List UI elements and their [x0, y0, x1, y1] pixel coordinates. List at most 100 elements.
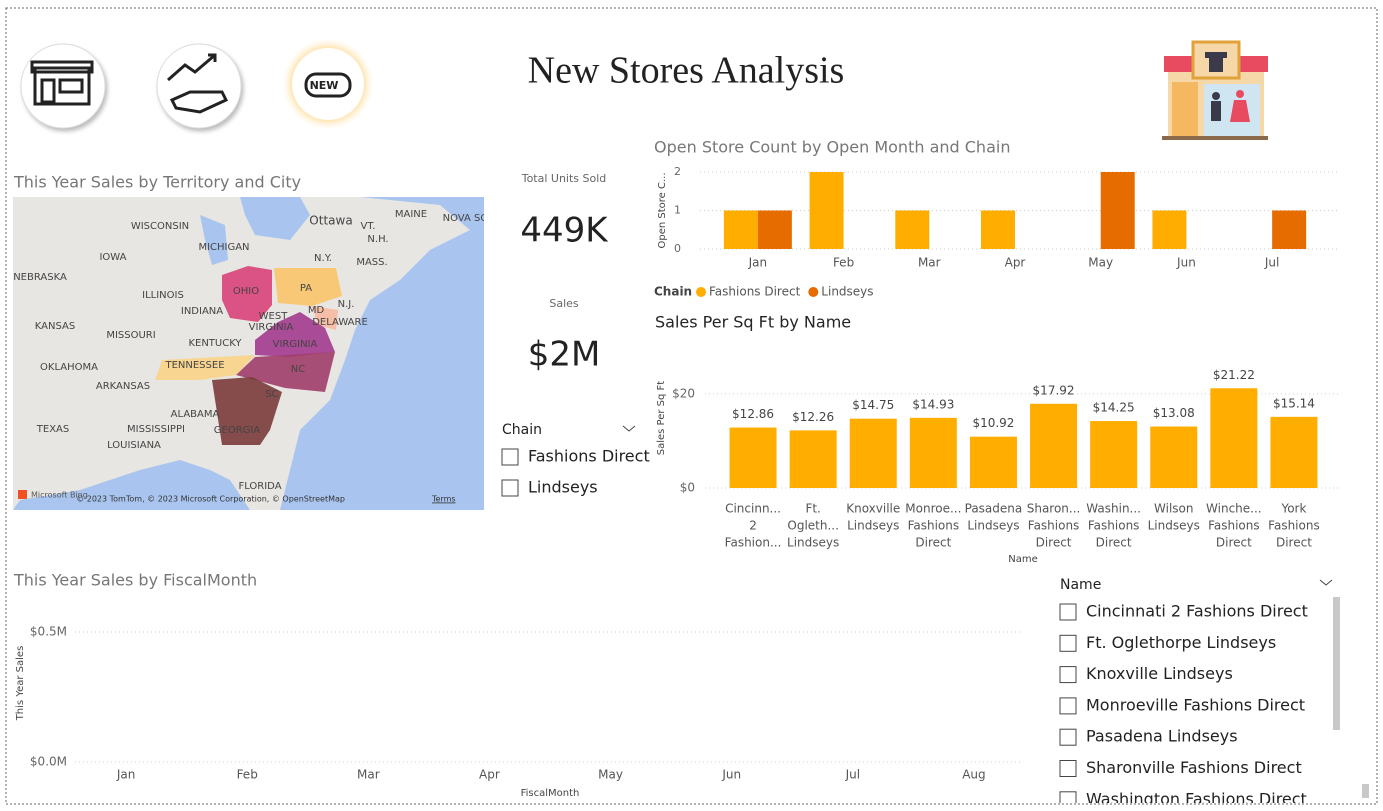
- map-label: VT.: [361, 221, 376, 232]
- data-label: $14.93: [912, 397, 954, 411]
- y-axis-label: Sales Per Sq Ft: [656, 381, 667, 456]
- map-label: TEXAS: [36, 424, 69, 435]
- nav-button[interactable]: [20, 43, 106, 129]
- map-label: SC: [265, 389, 278, 400]
- y-tick-label: $20: [672, 387, 695, 401]
- slicer-option: Lindseys: [528, 478, 598, 497]
- slicer: Fashions Direct Lindseys: [501, 447, 650, 497]
- nav-button[interactable]: NEW: [282, 38, 374, 130]
- map-label: VIRGINIA: [249, 322, 294, 333]
- checkbox[interactable]: [501, 479, 519, 497]
- map-label: FLORIDA: [238, 481, 281, 492]
- x-tick-label: Lindseys: [787, 536, 839, 550]
- x-tick-label: Lindseys: [1148, 519, 1200, 533]
- slicer-title: Chain: [502, 422, 542, 438]
- bar: [809, 172, 844, 249]
- slicer-option: Pasadena Lindseys: [1086, 727, 1238, 746]
- x-tick-label: Jun: [721, 768, 741, 782]
- map-label: NC: [291, 364, 305, 375]
- legend-label: Fashions Direct: [709, 285, 801, 299]
- data-label: $17.92: [1033, 383, 1075, 397]
- x-tick-label: Mar: [357, 768, 380, 782]
- legend-label: Lindseys: [821, 285, 873, 299]
- x-tick-label: Lindseys: [967, 519, 1019, 533]
- slicer-option: Sharonville Fashions Direct: [1086, 758, 1302, 777]
- data-label: $14.25: [1093, 401, 1135, 415]
- card-label: Sales: [549, 297, 579, 310]
- y-axis-label: Open Store C...: [657, 172, 668, 248]
- checkbox[interactable]: [1059, 791, 1077, 808]
- map-label: KENTUCKY: [188, 338, 242, 349]
- x-tick-label: Jul: [845, 768, 860, 782]
- x-tick-label: Fashions: [1208, 519, 1260, 533]
- bar: [1090, 421, 1138, 488]
- legend-title: Chain: [654, 285, 692, 299]
- bar: [723, 210, 758, 249]
- data-label: $10.92: [972, 416, 1014, 430]
- map-label: MISSOURI: [106, 330, 155, 341]
- map-label: N.J.: [338, 299, 355, 310]
- map-label: WEST: [259, 311, 289, 322]
- x-tick-label: 2: [749, 519, 757, 533]
- x-tick-label: Fashions: [1088, 519, 1140, 533]
- x-tick-label: Mar: [918, 256, 941, 270]
- y-tick-label: $0.0M: [30, 755, 67, 769]
- card-label: Total Units Sold: [521, 172, 607, 185]
- legend-swatch: [808, 287, 819, 297]
- map-label: PA: [300, 283, 312, 294]
- bar: [1030, 403, 1078, 488]
- x-tick-label: Cincinn...: [725, 502, 781, 516]
- map-label: KANSAS: [35, 321, 75, 332]
- nav-button[interactable]: [156, 43, 242, 129]
- x-tick-label: Ogleth...: [787, 519, 839, 533]
- checkbox[interactable]: [1059, 697, 1077, 715]
- checkbox[interactable]: [1059, 728, 1077, 746]
- x-tick-label: Pasadena: [965, 502, 1023, 516]
- checkbox[interactable]: [1059, 666, 1077, 684]
- chart-title: Sales Per Sq Ft by Name: [655, 313, 851, 332]
- data-label: $14.75: [852, 398, 894, 412]
- x-tick-label: Knoxville: [846, 502, 900, 516]
- map-terms[interactable]: Terms: [431, 495, 456, 504]
- x-tick-label: Fashions: [908, 519, 960, 533]
- chart-title: This Year Sales by FiscalMonth: [13, 571, 257, 590]
- x-tick-label: Jan: [116, 768, 136, 782]
- bar: [1150, 426, 1198, 488]
- map-label: N.H.: [367, 234, 388, 245]
- x-tick-label: Fashion...: [725, 536, 782, 550]
- scrollbar[interactable]: [1362, 784, 1369, 798]
- x-tick-label: Washin...: [1086, 502, 1141, 516]
- y-tick-label: $0: [680, 481, 695, 495]
- slicer-chevron[interactable]: [622, 425, 636, 432]
- x-tick-label: Fashions: [1268, 519, 1320, 533]
- bar: [1152, 210, 1187, 249]
- legend-swatch: [696, 287, 706, 297]
- checkbox[interactable]: [501, 448, 519, 466]
- y-tick-label: 2: [674, 165, 681, 178]
- scrollbar[interactable]: [1333, 597, 1340, 730]
- data-label: $21.22: [1213, 368, 1255, 382]
- slicer-option: Washington Fashions Direct: [1086, 789, 1307, 808]
- x-tick-label: Lindseys: [847, 519, 899, 533]
- slicer-option: Monroeville Fashions Direct: [1086, 695, 1305, 714]
- x-tick-label: May: [598, 768, 623, 782]
- map-label: MD: [308, 305, 325, 316]
- x-axis-label: FiscalMonth: [521, 788, 580, 799]
- checkbox[interactable]: [1059, 760, 1077, 777]
- x-tick-label: Direct: [1036, 536, 1072, 550]
- slicer-option: Fashions Direct: [528, 447, 650, 466]
- slicer-chevron[interactable]: [1319, 579, 1333, 586]
- map-label: OHIO: [233, 286, 259, 297]
- checkbox[interactable]: [1059, 603, 1077, 621]
- map-label: ARKANSAS: [96, 381, 150, 392]
- x-axis-label: Name: [1008, 554, 1038, 565]
- x-tick-label: Sharon...: [1027, 502, 1081, 516]
- x-tick-label: Feb: [833, 256, 854, 270]
- x-tick-label: Ft.: [805, 502, 820, 516]
- map: WISCONSIN MICHIGAN IOWA NEBRASKA ILLINOIS IND…: [13, 197, 484, 510]
- bar: [895, 210, 930, 249]
- x-tick-label: Jul: [1264, 256, 1279, 270]
- checkbox[interactable]: [1059, 634, 1077, 652]
- map-label: WISCONSIN: [131, 221, 189, 232]
- map-label: VIRGINIA: [273, 339, 318, 350]
